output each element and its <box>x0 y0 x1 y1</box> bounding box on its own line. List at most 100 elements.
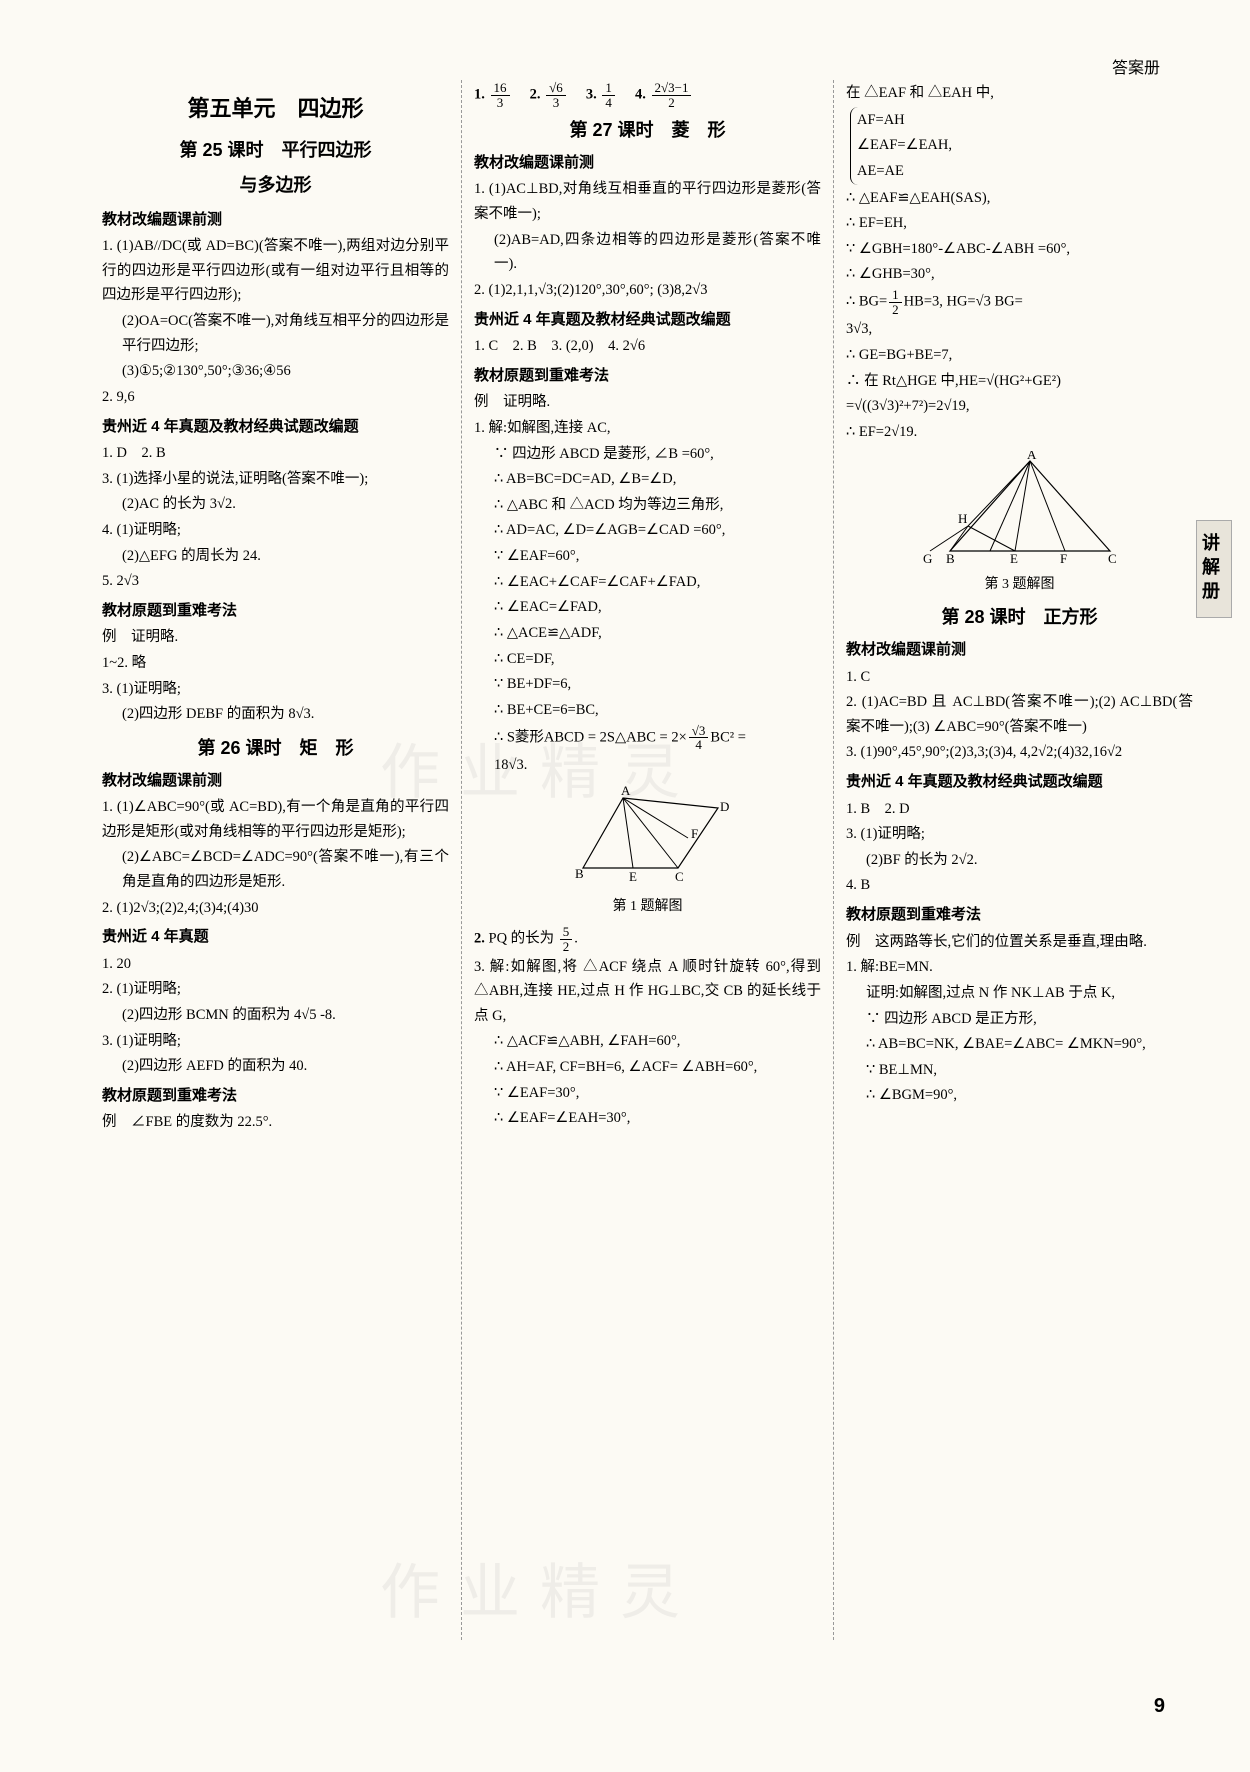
section-heading: 贵州近 4 年真题及教材经典试题改编题 <box>846 769 1193 795</box>
answer-text: ∴ AB=BC=DC=AD, ∠B=∠D, <box>474 467 821 492</box>
answer-text: (2)AB=AD,四条边相等的四边形是菱形(答案不唯一). <box>474 228 821 277</box>
page-number: 9 <box>1154 1689 1165 1724</box>
answer-text: 例 证明略. <box>102 625 449 650</box>
answer-text: (3)①5;②130°,50°;③36;④56 <box>102 359 449 384</box>
answer-text: ∴ BG=12HB=3, HG=√3 BG= <box>846 288 1193 316</box>
answer-text: 1. 解:如解图,连接 AC, <box>474 416 821 441</box>
svg-text:G: G <box>923 551 932 566</box>
header-tag: 答案册 <box>1112 55 1160 83</box>
answer-text: (2)BF 的长为 2√2. <box>846 848 1193 873</box>
answer-text: ∴ △ACF≌△ABH, ∠FAH=60°, <box>474 1029 821 1054</box>
answer-text: 例 证明略. <box>474 390 821 415</box>
figure-1: A D F B E C 第 1 题解图 <box>474 783 821 919</box>
svg-text:D: D <box>720 799 729 814</box>
answer-text: 在 △EAF 和 △EAH 中, <box>846 81 1193 106</box>
side-tab: 讲解册 <box>1196 520 1232 618</box>
svg-text:F: F <box>691 826 698 841</box>
answer-text: (2)∠ABC=∠BCD=∠ADC=90°(答案不唯一),有三个角是直角的四边形… <box>102 845 449 894</box>
svg-text:A: A <box>1027 451 1037 462</box>
answer-text: 2. (1)AC=BD 且 AC⊥BD(答案不唯一);(2) AC⊥BD(答案不… <box>846 690 1193 739</box>
answer-text: ∴ ∠BGM=90°, <box>846 1083 1193 1108</box>
answer-text: 5. 2√3 <box>102 569 449 594</box>
answer-text: 3. (1)90°,45°,90°;(2)3,3;(3)4, 4,2√2;(4)… <box>846 740 1193 765</box>
lesson-26-title: 第 26 课时 矩 形 <box>102 733 449 764</box>
answer-text: ∴ AB=BC=NK, ∠BAE=∠ABC= ∠MKN=90°, <box>846 1032 1193 1057</box>
answer-text: 1. B 2. D <box>846 797 1193 822</box>
section-heading: 教材改编题课前测 <box>474 150 821 176</box>
answer-text: 证明:如解图,过点 N 作 NK⊥AB 于点 K, <box>846 981 1193 1006</box>
answer-text: 1. 163 2. √63 3. 14 4. 2√3−12 <box>474 81 821 109</box>
lesson-28-title: 第 28 课时 正方形 <box>846 602 1193 633</box>
answer-text: 1. D 2. B <box>102 441 449 466</box>
section-heading: 教材改编题课前测 <box>102 207 449 233</box>
answer-text: =√((3√3)²+7²)=2√19, <box>846 394 1193 419</box>
svg-text:H: H <box>958 511 967 526</box>
answer-text: ∵ 四边形 ABCD 是菱形, ∠B =60°, <box>474 442 821 467</box>
answer-text: 例 ∠FBE 的度数为 22.5°. <box>102 1110 449 1135</box>
section-heading: 教材原题到重难考法 <box>102 598 449 624</box>
answer-text: 4. B <box>846 873 1193 898</box>
answer-text: 1~2. 略 <box>102 651 449 676</box>
answer-text: ∴ AH=AF, CF=BH=6, ∠ACF= ∠ABH=60°, <box>474 1055 821 1080</box>
svg-text:B: B <box>575 866 584 881</box>
answer-text: ∵ ∠GBH=180°-∠ABC-∠ABH =60°, <box>846 237 1193 262</box>
lesson-25-subtitle: 与多边形 <box>102 170 449 201</box>
answer-text: 18√3. <box>474 753 821 778</box>
section-heading: 教材原题到重难考法 <box>846 902 1193 928</box>
answer-text: 3. (1)选择小星的说法,证明略(答案不唯一); <box>102 467 449 492</box>
answer-text: ∴ ∠EAC+∠CAF=∠CAF+∠FAD, <box>474 570 821 595</box>
column-1: 第五单元 四边形 第 25 课时 平行四边形 与多边形 教材改编题课前测 1. … <box>90 80 461 1640</box>
answer-text: ∴ ∠EAC=∠FAD, <box>474 595 821 620</box>
section-heading: 贵州近 4 年真题及教材经典试题改编题 <box>474 307 821 333</box>
section-heading: 教材原题到重难考法 <box>474 363 821 389</box>
section-heading: 教材改编题课前测 <box>102 768 449 794</box>
answer-text: (2)AC 的长为 3√2. <box>102 492 449 517</box>
answer-text: 4. (1)证明略; <box>102 518 449 543</box>
answer-text: ∴ AD=AC, ∠D=∠AGB=∠CAD =60°, <box>474 518 821 543</box>
answer-text: 2. 9,6 <box>102 385 449 410</box>
answer-text: 3√3, <box>846 317 1193 342</box>
answer-text: (2)OA=OC(答案不唯一),对角线互相平分的四边形是平行四边形; <box>102 309 449 358</box>
svg-text:B: B <box>946 551 955 566</box>
figure-caption: 第 1 题解图 <box>474 895 821 919</box>
svg-text:C: C <box>675 869 684 884</box>
section-heading: 贵州近 4 年真题及教材经典试题改编题 <box>102 414 449 440</box>
answer-text: 1. 20 <box>102 952 449 977</box>
answer-text: 1. C <box>846 665 1193 690</box>
answer-text: ∴ EF=EH, <box>846 211 1193 236</box>
answer-text: 2. PQ 的长为 52. <box>474 925 821 953</box>
answer-text: 例 这两路等长,它们的位置关系是垂直,理由略. <box>846 930 1193 955</box>
answer-text: ∴ S菱形ABCD = 2S△ABC = 2×√34BC² = <box>474 724 821 752</box>
answer-text: ∴ CE=DF, <box>474 647 821 672</box>
answer-text: 3. (1)证明略; <box>102 1029 449 1054</box>
answer-text: (2)四边形 AEFD 的面积为 40. <box>102 1054 449 1079</box>
answer-text: 2. (1)2,1,1,√3;(2)120°,30°,60°; (3)8,2√3 <box>474 278 821 303</box>
column-2: 1. 163 2. √63 3. 14 4. 2√3−12 第 27 课时 菱 … <box>461 80 833 1640</box>
answer-text: ∵ BE+DF=6, <box>474 672 821 697</box>
section-heading: 教材改编题课前测 <box>846 637 1193 663</box>
svg-text:C: C <box>1108 551 1117 566</box>
answer-text: 1. (1)AC⊥BD,对角线互相垂直的平行四边形是菱形(答案不唯一); <box>474 177 821 226</box>
answer-text: (2)四边形 DEBF 的面积为 8√3. <box>102 702 449 727</box>
answer-text: (2)四边形 BCMN 的面积为 4√5 -8. <box>102 1003 449 1028</box>
answer-text: ∴ 在 Rt△HGE 中,HE=√(HG²+GE²) <box>846 369 1193 394</box>
svg-text:E: E <box>629 869 637 884</box>
svg-text:A: A <box>621 783 631 798</box>
answer-text: 3. (1)证明略; <box>102 677 449 702</box>
answer-text: ∴ △EAF≌△EAH(SAS), <box>846 186 1193 211</box>
answer-text: 2. (1)证明略; <box>102 977 449 1002</box>
answer-text: 1. (1)∠ABC=90°(或 AC=BD),有一个角是直角的平行四边形是矩形… <box>102 795 449 844</box>
column-3: 在 △EAF 和 △EAH 中, AF=AH ∠EAF=∠EAH, AE=AE … <box>833 80 1205 1640</box>
answer-text: ∴ BE+CE=6=BC, <box>474 698 821 723</box>
equation-brace: AF=AH ∠EAF=∠EAH, AE=AE <box>850 107 952 185</box>
answer-text: ∵ ∠EAF=60°, <box>474 544 821 569</box>
answer-text: 3. (1)证明略; <box>846 822 1193 847</box>
answer-text: ∴ △ABC 和 △ACD 均为等边三角形, <box>474 493 821 518</box>
answer-text: 1. 解:BE=MN. <box>846 955 1193 980</box>
section-heading: 贵州近 4 年真题 <box>102 924 449 950</box>
answer-text: ∵ BE⊥MN, <box>846 1058 1193 1083</box>
svg-text:E: E <box>1010 551 1018 566</box>
answer-text: 3. 解:如解图,将 △ACF 绕点 A 顺时针旋转 60°,得到 △ABH,连… <box>474 955 821 1029</box>
content-columns: 第五单元 四边形 第 25 课时 平行四边形 与多边形 教材改编题课前测 1. … <box>90 80 1205 1640</box>
answer-text: ∴ △ACE≌△ADF, <box>474 621 821 646</box>
